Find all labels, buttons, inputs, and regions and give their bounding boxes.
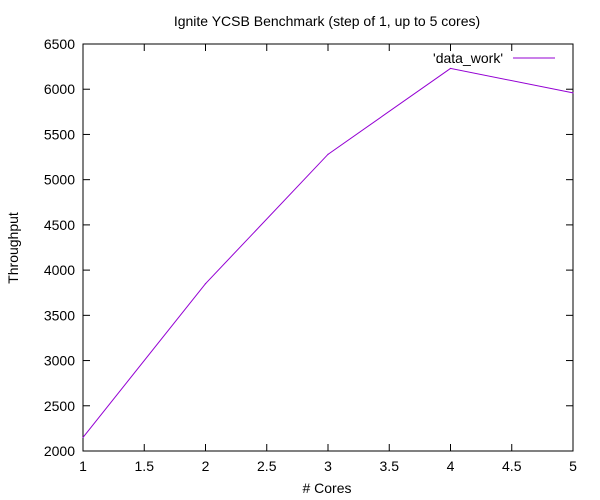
y-axis-label: Throughput	[5, 212, 21, 284]
y-tick-label: 5500	[44, 126, 75, 142]
x-tick-label: 1.5	[135, 458, 155, 474]
x-tick-label: 3	[324, 458, 332, 474]
y-tick-label: 4500	[44, 217, 75, 233]
data-point	[204, 283, 207, 285]
data-point	[327, 153, 329, 155]
y-tick-label: 4000	[44, 262, 75, 278]
y-tick-label: 6000	[44, 81, 75, 97]
axis-tick-labels: 1 1.5 2 2.5 3 3.5 4 4.5 5 2000 2500 3000 3500 4000 450…	[44, 36, 577, 474]
y-tick-label: 3500	[44, 307, 75, 323]
y-tick-label: 2500	[44, 398, 75, 414]
x-axis-label: # Cores	[302, 480, 351, 496]
x-tick-label: 2	[202, 458, 210, 474]
y-tick-label: 2000	[44, 443, 75, 459]
legend: 'data_work'	[433, 50, 555, 66]
data-point	[572, 92, 574, 94]
y-tick-label: 3000	[44, 353, 75, 369]
y-tick-label: 5000	[44, 172, 75, 188]
data-point	[82, 436, 84, 439]
x-tick-label: 5	[569, 458, 577, 474]
x-tick-label: 4	[447, 458, 455, 474]
chart-title: Ignite YCSB Benchmark (step of 1, up to …	[174, 13, 480, 29]
legend-label: 'data_work'	[433, 50, 503, 66]
data-point	[449, 67, 452, 70]
x-tick-label: 1	[79, 458, 87, 474]
x-tick-label: 3.5	[380, 458, 400, 474]
plot-frame	[82, 43, 574, 452]
series-layer	[82, 67, 574, 439]
x-tick-label: 4.5	[502, 458, 522, 474]
x-tick-label: 2.5	[257, 458, 277, 474]
y-tick-label: 6500	[44, 36, 75, 52]
